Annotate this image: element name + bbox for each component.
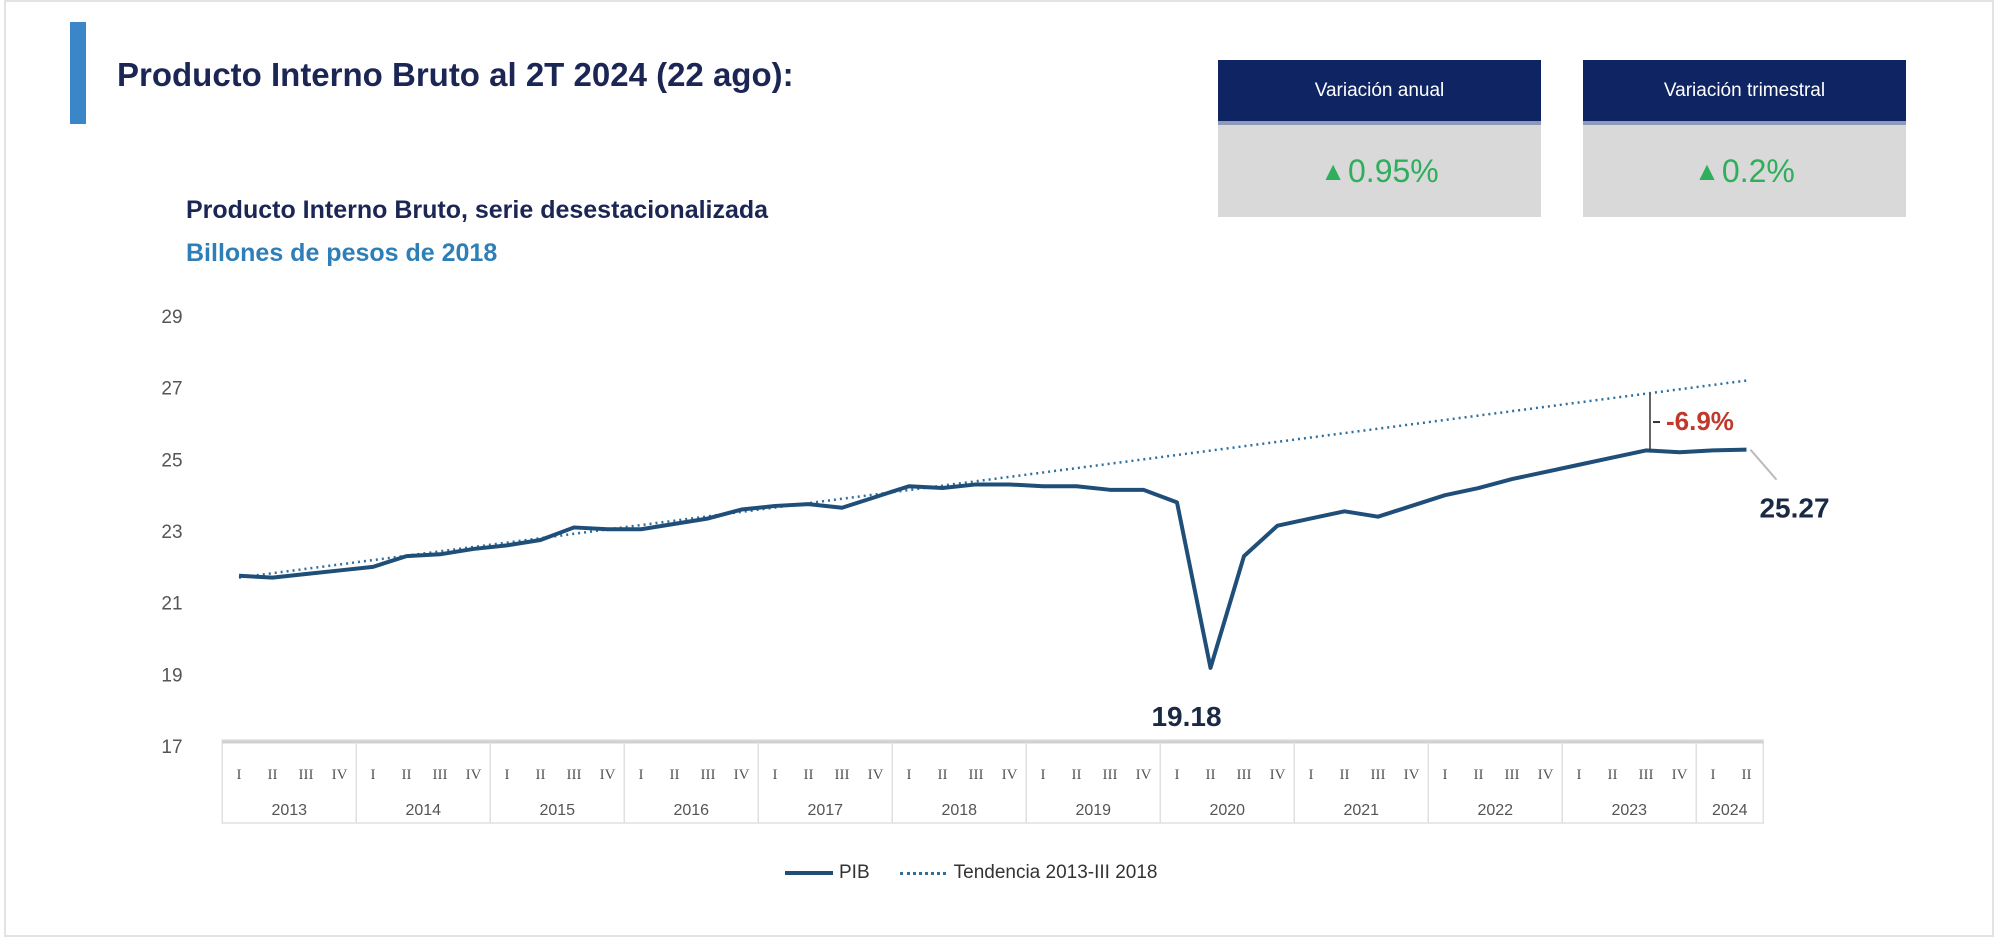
- x-tick-quarter: IV: [868, 767, 884, 783]
- slide-frame: [4, 0, 1994, 937]
- x-tick-year: 2014: [405, 802, 441, 819]
- x-tick-quarter: II: [536, 767, 546, 783]
- x-tick-quarter: II: [268, 767, 278, 783]
- legend-swatch-trend: [899, 871, 946, 875]
- x-tick-quarter: I: [773, 767, 778, 783]
- x-tick-quarter: I: [1175, 767, 1180, 783]
- x-tick-year: 2024: [1712, 802, 1748, 819]
- legend-swatch-pib: [785, 871, 833, 875]
- legend-label-trend: Tendencia 2013-III 2018: [953, 862, 1158, 883]
- x-tick-year: 2016: [673, 802, 709, 819]
- x-tick-year: 2021: [1343, 802, 1379, 819]
- card-label: Variación trimestral: [1583, 60, 1906, 125]
- x-tick-quarter: IV: [332, 767, 348, 783]
- x-tick-year: 2017: [807, 802, 843, 819]
- x-tick-quarter: III: [701, 767, 716, 783]
- x-tick-quarter: IV: [1270, 767, 1286, 783]
- accent-bar: [70, 22, 86, 124]
- legend: PIB Tendencia 2013-III 2018: [785, 862, 1158, 884]
- x-tick-quarter: I: [1041, 767, 1046, 783]
- card-annual-variation: Variación anual ▲ 0.95%: [1218, 60, 1541, 217]
- page-title: Producto Interno Bruto al 2T 2024 (22 ag…: [117, 56, 794, 93]
- x-tick-quarter: I: [1711, 767, 1716, 783]
- x-tick-quarter: II: [804, 767, 814, 783]
- leader-line: [1749, 449, 1778, 481]
- x-tick-year: 2019: [1075, 802, 1111, 819]
- x-tick-quarter: III: [835, 767, 850, 783]
- x-tick-quarter: II: [1072, 767, 1082, 783]
- card-label: Variación anual: [1218, 60, 1541, 125]
- x-tick-quarter: II: [1340, 767, 1350, 783]
- y-tick-label: 25: [161, 450, 182, 471]
- y-tick-label: 17: [161, 737, 182, 758]
- y-tick-label: 21: [161, 594, 182, 615]
- x-tick-quarter: I: [1309, 767, 1314, 783]
- y-tick-label: 23: [161, 522, 182, 543]
- chart-title: Producto Interno Bruto, serie desestacio…: [186, 196, 769, 224]
- x-tick-quarter: IV: [1672, 767, 1688, 783]
- x-tick-quarter: II: [670, 767, 680, 783]
- axis-table: [221, 739, 1764, 824]
- x-tick-year: 2018: [941, 802, 977, 819]
- x-tick-quarter: IV: [1002, 767, 1018, 783]
- x-tick-year: 2022: [1477, 802, 1513, 819]
- x-tick-quarter: I: [371, 767, 376, 783]
- x-tick-quarter: II: [1474, 767, 1484, 783]
- min-value-label: 19.18: [1151, 701, 1221, 732]
- x-tick-quarter: III: [1103, 767, 1118, 783]
- x-tick-quarter: IV: [600, 767, 616, 783]
- x-tick-year: 2015: [539, 802, 575, 819]
- card-value: 0.2%: [1721, 152, 1795, 189]
- x-tick-quarter: III: [1639, 767, 1654, 783]
- x-tick-quarter: II: [938, 767, 948, 783]
- x-tick-quarter: III: [1237, 767, 1252, 783]
- x-tick-quarter: II: [1608, 767, 1618, 783]
- x-tick-quarter: III: [567, 767, 582, 783]
- x-tick-quarter: IV: [1538, 767, 1554, 783]
- x-tick-quarter: III: [433, 767, 448, 783]
- x-tick-quarter: II: [1742, 767, 1752, 783]
- chart-subtitle: Billones de pesos de 2018: [186, 239, 498, 267]
- card-quarterly-variation: Variación trimestral ▲ 0.2%: [1583, 60, 1906, 217]
- x-tick-quarter: I: [1443, 767, 1448, 783]
- series-line-trend: [238, 379, 1747, 579]
- x-tick-year: 2023: [1611, 802, 1647, 819]
- x-tick-quarter: III: [1505, 767, 1520, 783]
- x-tick-quarter: IV: [734, 767, 750, 783]
- y-tick-label: 19: [161, 665, 182, 686]
- x-tick-quarter: I: [1577, 767, 1582, 783]
- x-tick-year: 2020: [1209, 802, 1245, 819]
- x-tick-quarter: II: [1206, 767, 1216, 783]
- x-tick-quarter: III: [969, 767, 984, 783]
- triangle-up-icon: ▲: [1320, 155, 1346, 186]
- x-tick-quarter: IV: [466, 767, 482, 783]
- x-tick-quarter: III: [299, 767, 314, 783]
- card-value: 0.95%: [1348, 152, 1439, 189]
- legend-label-pib: PIB: [839, 862, 870, 883]
- x-tick-quarter: IV: [1136, 767, 1152, 783]
- x-tick-year: 2013: [271, 802, 307, 819]
- triangle-up-icon: ▲: [1694, 155, 1720, 186]
- y-tick-label: 27: [161, 379, 182, 400]
- x-tick-quarter: I: [907, 767, 912, 783]
- gap-label: -6.9%: [1666, 406, 1734, 436]
- x-tick-quarter: I: [639, 767, 644, 783]
- series-line-pib: [238, 447, 1747, 670]
- last-value-label: 25.27: [1759, 493, 1829, 524]
- x-tick-quarter: I: [237, 767, 242, 783]
- x-tick-quarter: III: [1371, 767, 1386, 783]
- y-tick-label: 29: [161, 307, 182, 328]
- x-tick-quarter: IV: [1404, 767, 1420, 783]
- x-tick-quarter: II: [402, 767, 412, 783]
- x-tick-quarter: I: [505, 767, 510, 783]
